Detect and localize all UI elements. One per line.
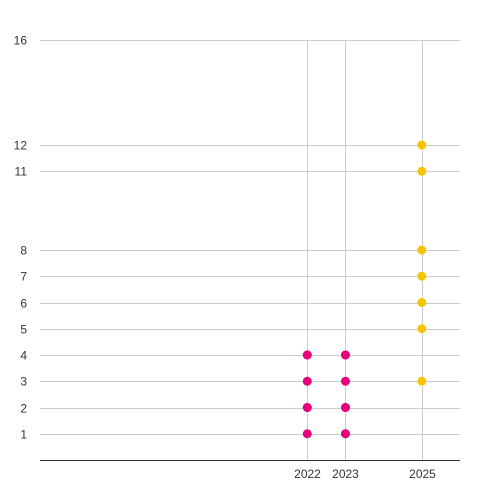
x-tick-label: 2022 [294,467,321,481]
data-point [340,350,350,360]
x-axis-ticks: 2022 2023 2025 [294,467,436,481]
y-tick-label: 12 [14,139,28,153]
gridlines [40,40,460,460]
x-tick-label: 2023 [332,467,359,481]
y-tick-label: 3 [20,375,27,389]
y-tick-label: 5 [20,323,27,337]
data-point [417,298,427,307]
data-point [417,140,427,150]
data-point [340,376,350,386]
data-point [340,403,350,412]
data-point [417,376,427,386]
y-tick-label: 8 [20,244,27,258]
y-tick-label: 6 [20,297,27,311]
data-points [302,140,427,439]
data-point [302,350,312,360]
y-tick-label: 2 [20,402,27,416]
data-point [302,376,312,386]
data-point [417,166,427,176]
y-tick-label: 11 [15,165,28,179]
data-point [340,429,350,439]
data-point [417,271,427,281]
data-point [417,245,427,255]
x-tick-label: 2025 [409,467,436,481]
y-tick-label: 4 [20,349,27,363]
data-point [417,324,427,334]
y-tick-label: 1 [20,428,27,442]
y-tick-label: 7 [20,270,27,284]
data-point [302,429,312,439]
y-tick-label: 16 [14,34,28,48]
data-point [302,403,312,412]
